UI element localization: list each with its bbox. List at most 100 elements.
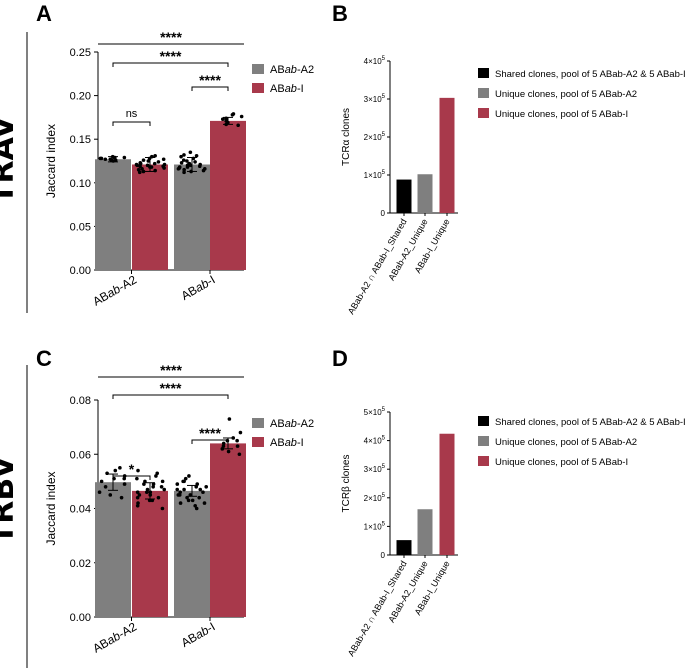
panel-letter-c: C: [36, 346, 52, 371]
bar: [396, 179, 412, 213]
data-point: [152, 161, 157, 166]
data-point: [182, 487, 186, 492]
data-point: [98, 156, 103, 161]
data-point: [138, 164, 142, 169]
data-point: [221, 441, 226, 446]
data-point: [113, 468, 118, 473]
y-tick-label: 3×105: [364, 464, 386, 474]
y-tick-label: 0.10: [70, 178, 91, 190]
data-point: [135, 476, 139, 481]
legend-label: Unique clones, pool of 5 ABab-A2: [495, 437, 637, 448]
data-point: [201, 168, 206, 173]
data-point: [153, 153, 157, 158]
data-point: [162, 487, 167, 492]
data-point: [136, 468, 140, 473]
y-tick-label: 0.25: [70, 47, 91, 59]
row-label-trav: TRAV: [0, 115, 21, 204]
data-point: [236, 123, 240, 128]
y-tick-label: 0.04: [70, 504, 91, 516]
data-point: [237, 452, 242, 457]
data-point: [185, 165, 190, 169]
data-point: [182, 170, 186, 175]
data-point: [141, 158, 146, 162]
y-tick-label: 1×105: [364, 170, 386, 180]
y-tick-label: 0.00: [70, 265, 91, 277]
y-tick-label: 0.00: [70, 612, 91, 624]
data-point: [145, 163, 150, 168]
data-point: [97, 490, 102, 495]
data-point: [235, 438, 239, 443]
data-point: [156, 495, 161, 500]
data-point: [198, 487, 203, 492]
data-point: [135, 495, 140, 500]
data-point: [154, 474, 158, 478]
data-point: [162, 166, 166, 170]
data-point: [202, 501, 207, 505]
data-point: [239, 114, 244, 119]
data-point: [142, 482, 146, 486]
bar: [439, 433, 455, 555]
legend-swatch: [478, 108, 489, 118]
legend-label: Unique clones, pool of 5 ABab-A2: [495, 89, 637, 100]
y-tick-label: 0.15: [70, 134, 91, 146]
data-point: [151, 485, 155, 489]
data-point: [103, 485, 108, 489]
bar: [95, 482, 131, 617]
data-point: [103, 157, 108, 162]
data-point: [161, 157, 166, 162]
data-point: [187, 474, 191, 478]
data-point: [182, 167, 186, 172]
significance-label: ****: [199, 72, 221, 88]
data-point: [122, 476, 127, 481]
bar: [210, 443, 246, 617]
legend-swatch: [478, 68, 489, 78]
data-point: [122, 155, 127, 160]
data-point: [178, 501, 183, 505]
data-point: [118, 466, 122, 470]
data-point: [187, 161, 192, 166]
y-tick-label: 1×105: [364, 521, 386, 531]
data-point: [193, 160, 197, 164]
data-point: [182, 479, 186, 484]
data-point: [231, 436, 236, 440]
data-point: [144, 490, 149, 495]
legend-label: Unique clones, pool of 5 ABab-I: [495, 457, 628, 468]
significance-bracket: [112, 475, 151, 480]
data-point: [220, 117, 225, 121]
data-point: [99, 479, 104, 484]
data-point: [162, 162, 167, 167]
data-point: [146, 159, 151, 163]
legend-swatch: [478, 416, 489, 426]
legend-swatch: [252, 83, 264, 93]
panel-letter-b: B: [332, 1, 348, 26]
data-point: [176, 167, 181, 171]
data-point: [119, 495, 124, 500]
data-point: [238, 430, 243, 435]
data-point: [156, 160, 161, 164]
legend-swatch: [252, 437, 264, 447]
bar: [174, 490, 210, 617]
x-tick-label: ABab-A2: [90, 619, 139, 655]
data-point: [225, 438, 230, 443]
significance-bracket: [112, 394, 229, 399]
data-point: [155, 471, 160, 476]
data-point: [160, 479, 165, 484]
data-point: [194, 153, 199, 158]
data-point: [197, 495, 201, 500]
legend-label: ABab-A2: [270, 418, 314, 430]
data-point: [145, 487, 150, 492]
significance-label: ns: [126, 108, 138, 120]
legend-label: ABab-A2: [270, 64, 314, 76]
significance-bracket: [191, 86, 229, 91]
significance-bracket: [112, 121, 151, 126]
significance-bracket: [191, 439, 229, 444]
data-point: [159, 485, 164, 489]
data-point: [230, 112, 235, 117]
data-point: [136, 167, 141, 172]
significance-label: ****: [160, 29, 182, 45]
x-tick-label: ABab-A2: [90, 272, 139, 308]
data-point: [227, 417, 232, 421]
legend-swatch: [478, 436, 489, 446]
